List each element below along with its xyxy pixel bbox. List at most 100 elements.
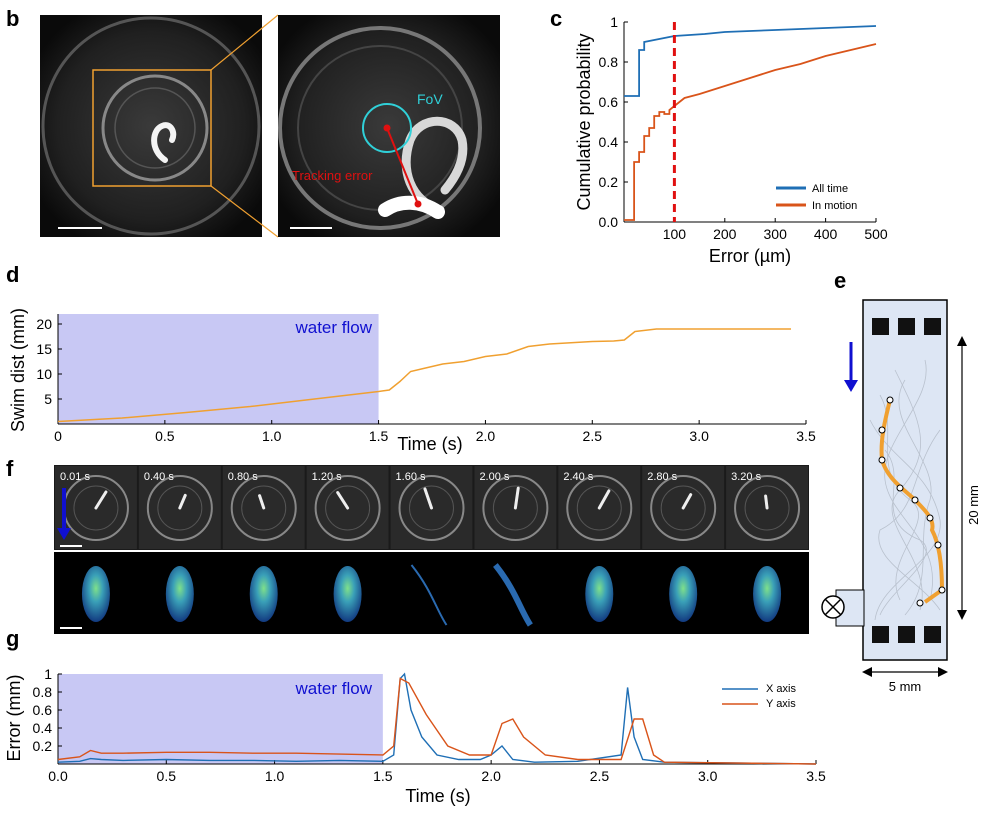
frame-fish xyxy=(336,491,350,510)
brain-image xyxy=(753,566,782,622)
panel-b: FoV Tracking error xyxy=(40,14,500,238)
frame-1: 0.40 s xyxy=(138,466,221,622)
frame-well xyxy=(146,475,213,541)
fish-silhouette xyxy=(151,122,177,163)
x-tick-label: 2.5 xyxy=(590,768,610,784)
x-tick-label: 3.0 xyxy=(698,768,718,784)
panel-label-c: c xyxy=(550,6,563,31)
series-line-y-axis xyxy=(57,677,817,765)
frame-fish xyxy=(597,489,611,510)
frame-8: 3.20 s xyxy=(726,466,808,622)
y-tick-label: 0.4 xyxy=(33,720,53,736)
x-tick-label: 0.5 xyxy=(157,768,177,784)
x-tick-label: 3.0 xyxy=(689,428,709,444)
x-tick-label: 0 xyxy=(54,428,62,444)
x-tick-label: 500 xyxy=(864,226,888,242)
series-line-distance xyxy=(57,328,791,423)
x-tick-label: 200 xyxy=(713,226,737,242)
arena-channel xyxy=(862,299,948,661)
panel-label-b: b xyxy=(6,6,20,31)
brain-image xyxy=(249,566,278,622)
brain-image xyxy=(81,566,110,622)
height-label: 20 mm xyxy=(966,485,981,525)
tracking-error-label: Tracking error xyxy=(292,168,373,183)
frame-6: 2.40 s xyxy=(558,466,641,622)
c-y-label: Cumulative probability xyxy=(574,33,594,210)
panel-e-arena: 20 mm 5 mm xyxy=(821,299,981,694)
panel-label-d: d xyxy=(6,262,20,287)
y-tick-label: 0.2 xyxy=(33,738,53,754)
y-tick-label: 1 xyxy=(610,14,618,30)
x-tick-label: 1.0 xyxy=(262,428,282,444)
brain-image-blurred xyxy=(493,563,533,627)
legend-label-in-motion: In motion xyxy=(812,200,857,212)
series-line-x-axis xyxy=(57,672,817,765)
x-tick-label: 1.5 xyxy=(369,428,389,444)
x-tick-label: 1.5 xyxy=(373,768,393,784)
frame-5: 2.00 s xyxy=(474,466,557,627)
x-tick-label: 400 xyxy=(814,226,838,242)
frame-timestamp: 2.80 s xyxy=(647,471,677,483)
series-line-all-time xyxy=(624,25,877,97)
c-legend: All time In motion xyxy=(776,183,857,212)
legend-label-x-axis: X axis xyxy=(766,683,796,695)
frame-4: 1.60 s xyxy=(390,466,473,626)
brain-image-blurred xyxy=(410,564,448,626)
frame-0: 0.01 s xyxy=(55,466,137,622)
dish-image-full xyxy=(40,15,262,237)
y-tick-label: 10 xyxy=(36,366,52,382)
g-water-flow-label: water flow xyxy=(294,679,372,698)
g-legend: X axis Y axis xyxy=(722,683,796,710)
x-tick-label: 300 xyxy=(764,226,788,242)
x-tick-label: 0.5 xyxy=(155,428,175,444)
x-tick-label: 3.5 xyxy=(796,428,816,444)
legend-label-y-axis: Y axis xyxy=(766,698,796,710)
y-tick-label: 20 xyxy=(36,316,52,332)
y-tick-label: 0.8 xyxy=(599,54,619,70)
legend-label-all-time: All time xyxy=(812,183,848,195)
x-tick-label: 2.0 xyxy=(476,428,496,444)
fov-circle xyxy=(362,103,412,153)
frame-fish xyxy=(423,487,433,510)
frame-well xyxy=(230,475,297,541)
tracking-error-chart: water flow 0.0 0.5 1.0 1.5 2.0 2.5 3.0 3.5 0.2 0.… xyxy=(4,666,826,806)
frame-7: 2.80 s xyxy=(642,466,725,622)
frame-fish xyxy=(94,490,108,510)
fish-positions xyxy=(878,396,946,607)
brain-image xyxy=(333,566,362,622)
y-tick-label: 0.8 xyxy=(33,684,53,700)
x-tick-label: 2.0 xyxy=(481,768,501,784)
brain-image xyxy=(585,566,614,622)
frame-fish xyxy=(764,494,769,510)
frame-timestamp: 1.20 s xyxy=(312,471,342,483)
frame-fish xyxy=(513,486,520,510)
fov-label: FoV xyxy=(417,91,443,107)
g-x-label: Time (s) xyxy=(405,786,470,806)
panel-label-f: f xyxy=(6,456,14,481)
dish-rim xyxy=(41,16,261,236)
frame-fish xyxy=(178,493,187,510)
y-tick-label: 0.6 xyxy=(599,94,619,110)
panel-f-frames: 0.01 s 0.40 s 0.80 s 1.20 s 1.60 s 2.00 s 2.40… xyxy=(54,465,809,634)
frame-well xyxy=(314,475,381,541)
d-water-flow-shade xyxy=(58,314,379,424)
frame-fish xyxy=(258,494,266,510)
frame-fish xyxy=(681,493,693,510)
frame-well xyxy=(398,475,465,541)
frame-timestamp: 2.40 s xyxy=(563,471,593,483)
frame-timestamp: 3.20 s xyxy=(731,471,761,483)
frame-timestamp: 2.00 s xyxy=(479,471,509,483)
y-tick-label: 0.6 xyxy=(33,702,53,718)
frame-timestamp: 0.40 s xyxy=(144,471,174,483)
frame-timestamp: 0.01 s xyxy=(60,471,90,483)
frame-well xyxy=(734,475,801,541)
swim-distance-chart: water flow 0 0.5 1.0 1.5 2.0 2.5 3.0 3.5 5 10 15 20… xyxy=(8,308,816,454)
frame-timestamp: 1.60 s xyxy=(396,471,426,483)
frame-2: 0.80 s xyxy=(222,466,305,622)
brain-image xyxy=(669,566,698,622)
y-tick-label: 0.4 xyxy=(599,134,619,150)
panel-label-g: g xyxy=(6,626,20,651)
width-label: 5 mm xyxy=(889,679,922,694)
y-tick-label: 15 xyxy=(36,341,52,357)
